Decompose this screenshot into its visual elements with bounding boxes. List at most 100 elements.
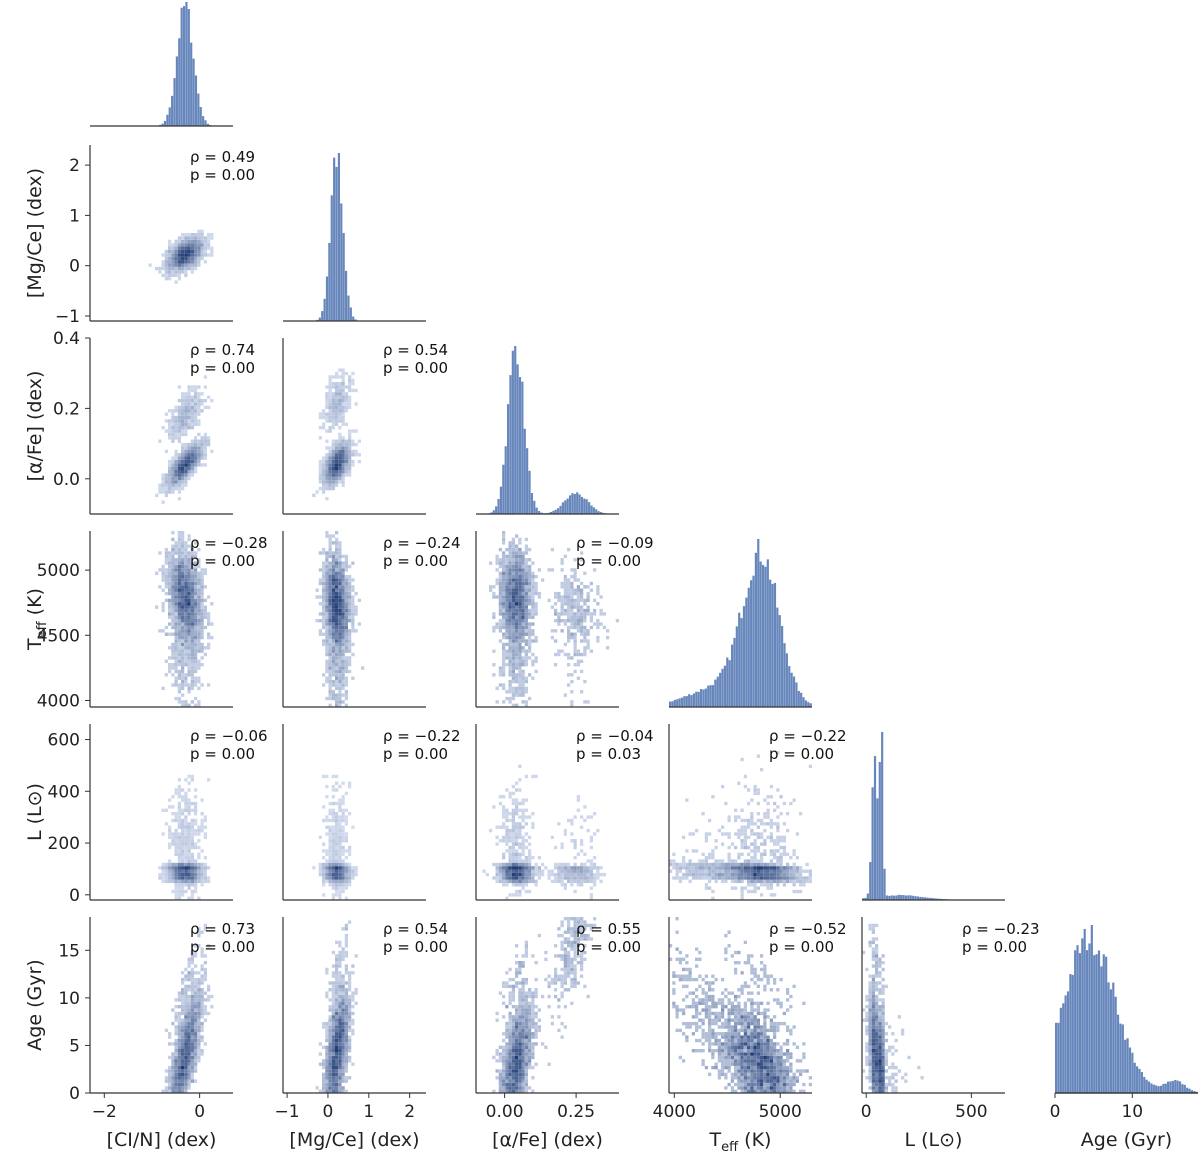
density-cell: [194, 236, 198, 240]
density-cell: [187, 1052, 191, 1056]
density-cell: [328, 382, 332, 386]
density-cell: [573, 839, 577, 843]
density-cell: [792, 872, 796, 877]
density-cell: [580, 961, 584, 965]
density-cell: [586, 872, 590, 877]
density-cell: [335, 385, 339, 389]
density-cell: [203, 923, 207, 928]
density-cell: [511, 564, 515, 569]
density-cell: [335, 544, 339, 548]
density-cell: [515, 666, 519, 670]
density-cell: [197, 1008, 201, 1012]
density-cell: [348, 883, 352, 887]
density-cell: [168, 1076, 172, 1080]
density-cell: [518, 666, 522, 670]
density-cell: [190, 1021, 194, 1026]
density-cell: [184, 483, 188, 487]
histogram-bar: [1140, 1072, 1143, 1093]
density-cell: [776, 751, 780, 755]
density-cell: [197, 879, 201, 884]
density-cell: [531, 998, 535, 1002]
density-cell: [563, 575, 567, 579]
density-cell: [325, 642, 329, 647]
density-cell: [724, 872, 728, 877]
density-cell: [531, 578, 535, 582]
density-cell: [187, 1008, 191, 1012]
histogram-bar: [599, 512, 603, 514]
density-cell: [328, 696, 332, 701]
density-cell: [187, 578, 191, 582]
density-cell: [200, 229, 204, 233]
density-cell: [341, 470, 345, 474]
density-cell: [181, 1055, 185, 1060]
density-cell: [515, 825, 519, 829]
density-cell: [331, 551, 335, 555]
density-cell: [560, 879, 564, 884]
density-cell: [502, 673, 506, 677]
density-cell: [177, 439, 181, 443]
density-cell: [524, 869, 528, 873]
density-cell: [508, 1062, 512, 1066]
density-cell: [528, 1001, 532, 1005]
density-cell: [181, 652, 185, 657]
density-cell: [184, 991, 188, 995]
density-cell: [341, 1035, 345, 1039]
density-cell: [338, 883, 342, 887]
density-cell: [328, 1021, 332, 1026]
density-cell: [171, 842, 175, 846]
density-cell: [760, 862, 764, 867]
density-cell: [197, 1018, 201, 1022]
density-cell: [335, 967, 339, 972]
density-cell: [338, 676, 342, 680]
density-cell: [524, 564, 528, 569]
density-cell: [348, 845, 352, 850]
density-cell: [197, 1032, 201, 1036]
density-cell: [200, 253, 204, 257]
density-cell: [515, 1011, 519, 1016]
density-cell: [518, 1021, 522, 1026]
density-cell: [505, 656, 509, 660]
density-cell: [769, 822, 773, 826]
density-cell: [184, 1086, 188, 1090]
density-cell: [325, 971, 329, 975]
density-cell: [187, 646, 191, 650]
density-cell: [187, 1035, 191, 1039]
density-cell: [194, 883, 198, 887]
density-cell: [344, 822, 348, 826]
density-cell: [325, 588, 329, 592]
density-cell: [573, 558, 577, 562]
density-cell: [524, 676, 528, 680]
density-cell: [168, 828, 172, 833]
histogram-bar: [676, 699, 679, 707]
density-cell: [177, 270, 181, 274]
density-cell: [521, 656, 525, 660]
density-cell: [502, 1045, 506, 1049]
density-cell: [194, 598, 198, 603]
density-cell: [508, 832, 512, 836]
density-cell: [181, 544, 185, 548]
density-cell: [341, 449, 345, 454]
density-cell: [518, 872, 522, 877]
density-cell: [573, 615, 577, 619]
density-cell: [740, 876, 744, 880]
density-cell: [181, 1072, 185, 1077]
density-cell: [194, 818, 198, 823]
density-cell: [335, 1042, 339, 1046]
density-cell: [570, 588, 574, 592]
density-cell: [805, 862, 809, 867]
density-cell: [508, 683, 512, 687]
density-cell: [184, 839, 188, 843]
density-cell: [570, 822, 574, 826]
density-cell: [328, 578, 332, 582]
density-cell: [197, 994, 201, 999]
density-cell: [740, 852, 744, 856]
histogram-bar: [735, 626, 738, 707]
density-cell: [164, 449, 168, 454]
density-cell: [341, 872, 345, 877]
density-cell: [789, 801, 793, 806]
density-cell: [769, 886, 773, 890]
density-cell: [773, 808, 777, 812]
density-cell: [181, 676, 185, 680]
histogram-bar: [719, 672, 722, 707]
histogram-bar: [1112, 982, 1115, 1093]
